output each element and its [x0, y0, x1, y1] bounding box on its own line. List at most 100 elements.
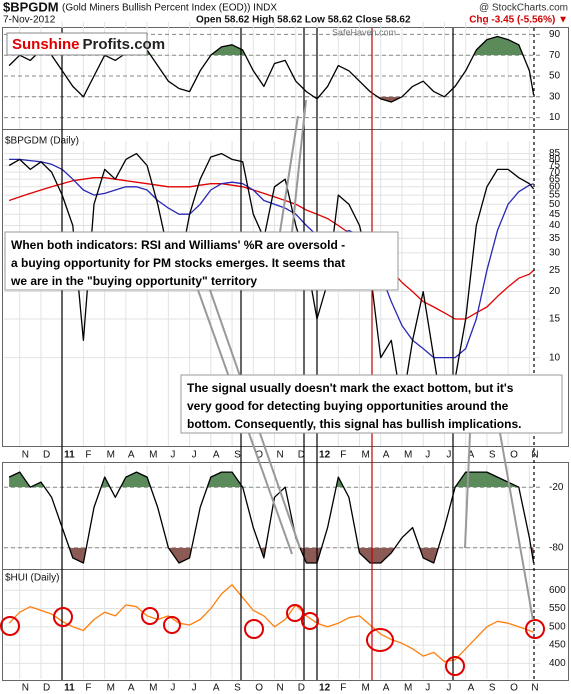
- x-tick-label: A: [383, 683, 390, 694]
- y-tick-label: 40: [549, 220, 561, 231]
- x-tick-label: N: [277, 683, 284, 694]
- callout-line: [291, 99, 307, 233]
- x-tick-label: N: [531, 683, 538, 694]
- y-tick-label: 85: [549, 148, 561, 159]
- x-tick-label: D: [43, 450, 50, 461]
- y-tick-label: 50: [549, 71, 561, 82]
- y-tick-label: 30: [549, 91, 561, 102]
- x-tick-label: S: [489, 450, 496, 461]
- x-tick-label: J: [170, 683, 175, 694]
- x-tick-label: J: [446, 683, 451, 694]
- x-tick-label: S: [234, 683, 241, 694]
- y-tick-label: 500: [549, 621, 566, 632]
- series-line: [8, 35, 535, 103]
- source: @ StockCharts.com: [479, 3, 568, 14]
- x-tick-label: F: [340, 450, 346, 461]
- y-tick-label: 15: [549, 314, 561, 325]
- band-fill: [9, 472, 534, 488]
- x-tick-label: M: [404, 450, 412, 461]
- x-tick-label: M: [149, 683, 157, 694]
- y-tick-label: 400: [549, 658, 566, 669]
- x-tick-label: 11: [64, 683, 75, 694]
- x-tick-label: M: [361, 683, 369, 694]
- highlight-circle: [0, 616, 20, 636]
- logo: Sunshine Profits.com: [12, 36, 165, 53]
- y-tick-label: 30: [549, 248, 561, 259]
- x-tick-label: J: [192, 683, 197, 694]
- x-tick-label: A: [468, 450, 475, 461]
- logo-box: [6, 32, 148, 56]
- highlight-circle: [301, 612, 319, 630]
- x-tick-label: N: [22, 450, 29, 461]
- annotation-line: bottom. Consequently, this signal has bu…: [187, 417, 521, 431]
- x-tick-label: F: [85, 683, 91, 694]
- y-tick-label: 600: [549, 585, 566, 596]
- series-line: [8, 471, 535, 564]
- annotation-line: very good for detecting buying opportuni…: [187, 399, 509, 413]
- x-tick-label: J: [170, 450, 175, 461]
- annotation-line: we are in the "buying opportunity" terri…: [10, 274, 257, 288]
- y-tick-label: -20: [549, 482, 564, 493]
- quote: Open 58.62 High 58.62 Low 58.62 Close 58…: [196, 15, 411, 26]
- change: Chg -3.45 (-5.56%) ▼: [469, 15, 568, 26]
- x-tick-label: S: [489, 683, 496, 694]
- callouts: [197, 99, 534, 621]
- watermark: SafeHaven.com: [332, 27, 396, 37]
- x-tick-label: J: [446, 450, 451, 461]
- x-tick-label: F: [85, 450, 91, 461]
- symbol: $BPGDM: [3, 0, 59, 14]
- x-tick-label: 12: [319, 450, 331, 461]
- callout-line: [279, 115, 299, 233]
- x-tick-label: A: [468, 683, 475, 694]
- x-tick-label: A: [128, 450, 135, 461]
- highlight-circle: [53, 607, 73, 627]
- x-tick-label: S: [234, 450, 241, 461]
- x-tick-label: A: [213, 450, 220, 461]
- y-tick-label: 80: [549, 154, 561, 165]
- x-tick-label: 11: [64, 450, 75, 461]
- x-tick-label: N: [22, 683, 29, 694]
- x-tick-label: M: [149, 450, 157, 461]
- x-tick-label: M: [361, 450, 369, 461]
- x-tick-label: 12: [319, 683, 331, 694]
- x-tick-label: J: [425, 450, 430, 461]
- y-tick-label: 50: [549, 199, 561, 210]
- panel-title: $BPGDM (Daily): [5, 136, 79, 147]
- highlight-circle: [141, 607, 159, 625]
- x-tick-label: M: [107, 450, 115, 461]
- x-tick-label: D: [298, 450, 305, 461]
- y-tick-label: 25: [549, 265, 561, 276]
- highlight-circle: [366, 628, 394, 652]
- annotation-line: The signal usually doesn't mark the exac…: [187, 381, 514, 395]
- highlight-circle: [244, 619, 264, 639]
- annotation-line: a buying opportunity for PM stocks emerg…: [11, 256, 345, 270]
- panel-title: $HUI (Daily): [5, 573, 59, 584]
- y-tick-label: 65: [549, 174, 561, 185]
- series-line: [8, 584, 534, 663]
- x-tick-label: O: [255, 450, 263, 461]
- signal-lines: [61, 28, 535, 680]
- x-tick-label: A: [383, 450, 390, 461]
- y-tick-label: 10: [549, 352, 561, 363]
- highlight-circle: [445, 656, 465, 676]
- x-tick-label: N: [277, 450, 284, 461]
- logo-dark: Profits.com: [83, 36, 166, 53]
- x-tick-label: F: [340, 683, 346, 694]
- main-frame: [2, 129, 569, 447]
- x-tick-label: A: [128, 683, 135, 694]
- x-tick-label: N: [531, 450, 538, 461]
- y-tick-label: -80: [549, 542, 564, 553]
- x-tick-label: O: [510, 683, 518, 694]
- y-tick-label: 60: [549, 181, 561, 192]
- x-tick-label: J: [192, 450, 197, 461]
- series-line: [8, 177, 535, 320]
- logo-red: Sunshine: [12, 36, 80, 53]
- annotation-line: When both indicators: RSI and Williams' …: [11, 238, 345, 252]
- callout-line: [464, 432, 471, 549]
- highlight-circle: [163, 616, 181, 634]
- y-tick-label: 70: [549, 167, 561, 178]
- hui-frame: [2, 569, 569, 681]
- annotation-box: [4, 231, 399, 291]
- x-tick-label: O: [255, 683, 263, 694]
- date: 7-Nov-2012: [3, 15, 56, 26]
